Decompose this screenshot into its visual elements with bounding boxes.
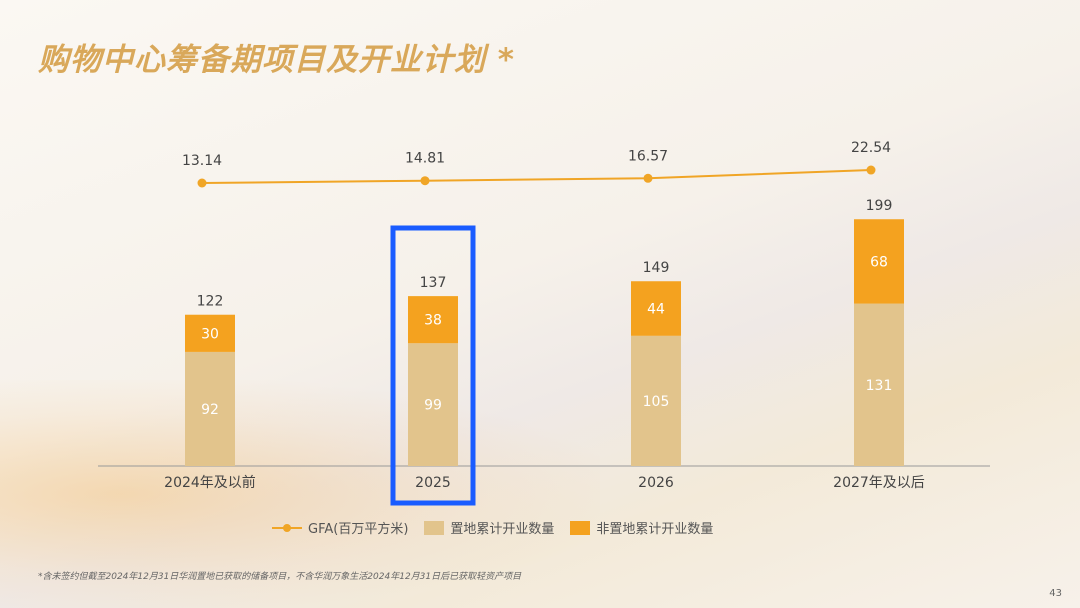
bar-owned [631,335,681,466]
data-label-owned: 99 [424,398,442,414]
highlight-box [390,225,476,506]
page-number: 43 [1049,588,1062,599]
gfa-data-label: 16.57 [628,148,668,164]
background-glow [0,380,600,608]
data-label-non-owned: 38 [424,313,442,329]
data-label-owned: 92 [201,402,219,418]
bar-non-owned [631,281,681,336]
bar-owned [854,303,904,466]
legend: GFA(百万平方米) 置地累计开业数量 非置地累计开业数量 [272,518,752,537]
gfa-point [420,176,430,186]
chart: 92 30 122 2024年及以前 99 38 137 2025 105 44 149 2026 13… [98,140,990,506]
legend-line-marker-icon [272,523,302,532]
bar-owned [185,351,235,466]
data-label-total: 137 [420,275,447,291]
legend-label-owned: 置地累计开业数量 [450,522,555,537]
gfa-point [643,173,653,183]
gfa-point [866,165,876,175]
x-tick-label: 2024年及以前 [164,474,256,491]
legend-swatch-owned [424,520,445,535]
data-label-non-owned: 44 [647,302,665,318]
gfa-data-label: 22.54 [851,140,891,156]
gfa-data-label: 13.14 [182,153,222,169]
bar-non-owned [854,219,904,304]
data-label-owned: 105 [643,394,670,410]
page-title: 购物中心筹备期项目及开业计划 * [38,42,516,78]
x-tick-label: 2026 [638,475,674,491]
footnote: *含未签约但截至2024年12月31日华润置地已获取的储备项目，不含华润万象生活… [38,572,522,582]
bar-non-owned [185,314,235,352]
data-label-non-owned: 30 [201,326,219,342]
data-label-owned: 131 [866,378,893,394]
legend-label-non-owned: 非置地累计开业数量 [596,522,714,537]
gfa-line [201,169,872,184]
gfa-point [197,178,207,188]
legend-label-gfa: GFA(百万平方米) [308,522,409,537]
bar-non-owned [408,296,458,344]
gfa-data-label: 14.81 [405,151,445,167]
data-label-total: 122 [197,294,224,310]
x-tick-label: 2027年及以后 [833,475,925,491]
x-tick-label: 2025 [415,475,451,491]
data-label-non-owned: 68 [870,254,888,270]
data-label-total: 199 [866,198,893,214]
legend-swatch-non-owned [570,520,591,535]
data-label-total: 149 [643,260,670,276]
bar-owned [408,343,458,466]
